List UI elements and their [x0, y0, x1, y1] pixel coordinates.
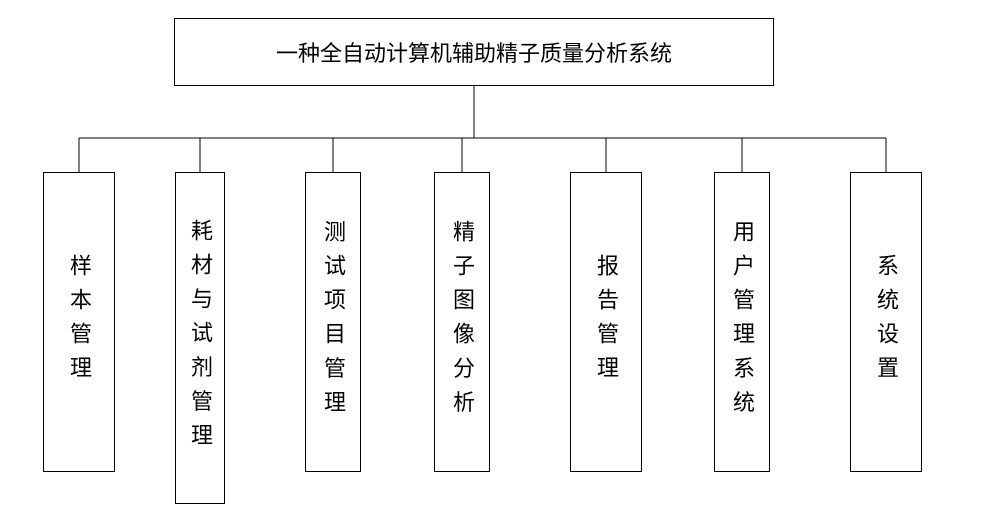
child-node-image-analysis: 精子图像分析 [434, 172, 490, 472]
root-label: 一种全自动计算机辅助精子质量分析系统 [276, 36, 672, 68]
child-label-user-mgmt: 用户管理系统 [726, 220, 758, 425]
child-node-sys-settings: 系统设置 [850, 172, 922, 472]
root-node: 一种全自动计算机辅助精子质量分析系统 [174, 18, 774, 86]
child-label-test-items: 测试项目管理 [317, 220, 349, 425]
child-label-sample-mgmt: 样本管理 [63, 254, 95, 390]
child-node-consumables: 耗材与试剂管理 [175, 172, 225, 504]
child-node-test-items: 测试项目管理 [305, 172, 361, 472]
child-label-image-analysis: 精子图像分析 [446, 220, 478, 425]
child-label-sys-settings: 系统设置 [870, 254, 902, 390]
child-node-sample-mgmt: 样本管理 [43, 172, 115, 472]
child-node-report-mgmt: 报告管理 [570, 172, 642, 472]
child-node-user-mgmt: 用户管理系统 [714, 172, 770, 472]
child-label-consumables: 耗材与试剂管理 [184, 219, 216, 458]
diagram-canvas: 一种全自动计算机辅助精子质量分析系统 样本管理 耗材与试剂管理 测试项目管理 精子图像… [0, 0, 1000, 516]
child-label-report-mgmt: 报告管理 [590, 254, 622, 390]
